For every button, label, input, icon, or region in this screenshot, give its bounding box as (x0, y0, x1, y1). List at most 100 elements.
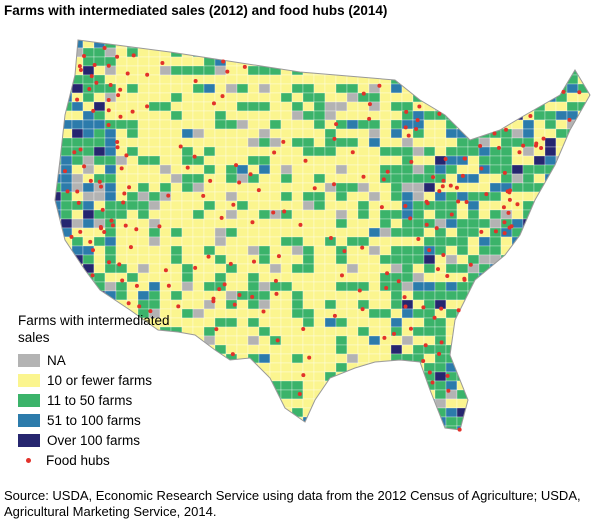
county (544, 344, 557, 355)
county (148, 173, 161, 184)
county (170, 164, 183, 175)
county (71, 281, 84, 292)
food-hub (130, 109, 135, 114)
county (236, 389, 249, 400)
county (357, 380, 370, 391)
county (346, 335, 359, 346)
county (577, 254, 590, 265)
county (346, 254, 359, 265)
county (489, 218, 502, 229)
food-hub (118, 87, 123, 92)
county (236, 425, 249, 430)
county (357, 344, 370, 355)
county (511, 272, 524, 283)
food-hub (123, 223, 128, 228)
county (522, 101, 535, 112)
county (61, 30, 72, 39)
county (577, 290, 590, 301)
county (270, 435, 281, 444)
food-hub (445, 373, 450, 378)
food-hub (230, 352, 235, 357)
county (259, 30, 270, 39)
county (588, 353, 590, 364)
county (236, 362, 249, 373)
county (390, 263, 403, 274)
county (313, 407, 326, 418)
county (467, 101, 480, 112)
county (445, 200, 458, 211)
county (445, 308, 458, 319)
county (126, 173, 139, 184)
county (159, 236, 172, 247)
county (523, 435, 534, 444)
county (192, 218, 205, 229)
food-hub (222, 282, 227, 287)
county (247, 191, 260, 202)
food-hub (298, 222, 303, 227)
county (280, 182, 293, 193)
county (478, 272, 491, 283)
county (368, 308, 381, 319)
food-hub (439, 306, 444, 311)
county (324, 164, 337, 175)
county (93, 245, 106, 256)
county (346, 110, 359, 121)
county (423, 128, 436, 139)
county (269, 173, 282, 184)
county (236, 164, 249, 175)
county (390, 191, 403, 202)
food-hub (443, 156, 448, 161)
county (489, 200, 502, 211)
county (170, 101, 183, 112)
county (302, 146, 315, 157)
county (104, 263, 117, 274)
county (93, 146, 106, 157)
county (291, 362, 304, 373)
county (379, 47, 392, 58)
county (577, 92, 590, 103)
food-hub (424, 199, 429, 204)
county (269, 83, 282, 94)
county (71, 119, 84, 130)
county (478, 65, 491, 76)
county (467, 200, 480, 211)
county (368, 407, 381, 418)
county (170, 56, 183, 67)
food-hub (463, 156, 468, 161)
county (313, 218, 326, 229)
county (170, 173, 183, 184)
county (412, 272, 425, 283)
county (247, 371, 260, 382)
county (226, 435, 237, 444)
county (489, 317, 502, 328)
county (258, 164, 271, 175)
county (55, 263, 62, 274)
food-hub (124, 153, 129, 158)
county (82, 191, 95, 202)
county (401, 146, 414, 157)
county (269, 101, 282, 112)
county (236, 146, 249, 157)
food-hub (403, 304, 408, 309)
county (336, 435, 347, 444)
county (445, 290, 458, 301)
county (93, 83, 106, 94)
county (269, 236, 282, 247)
county (423, 92, 436, 103)
county (214, 137, 227, 148)
county (533, 290, 546, 301)
county (467, 119, 480, 130)
county (258, 101, 271, 112)
county (489, 335, 502, 346)
county (478, 362, 491, 373)
county (511, 290, 524, 301)
county (401, 335, 414, 346)
food-hub (454, 185, 459, 190)
county (280, 40, 293, 49)
county (313, 371, 326, 382)
county (138, 30, 149, 39)
county (555, 308, 568, 319)
county (258, 119, 271, 130)
food-hub (201, 193, 206, 198)
county (258, 380, 271, 391)
